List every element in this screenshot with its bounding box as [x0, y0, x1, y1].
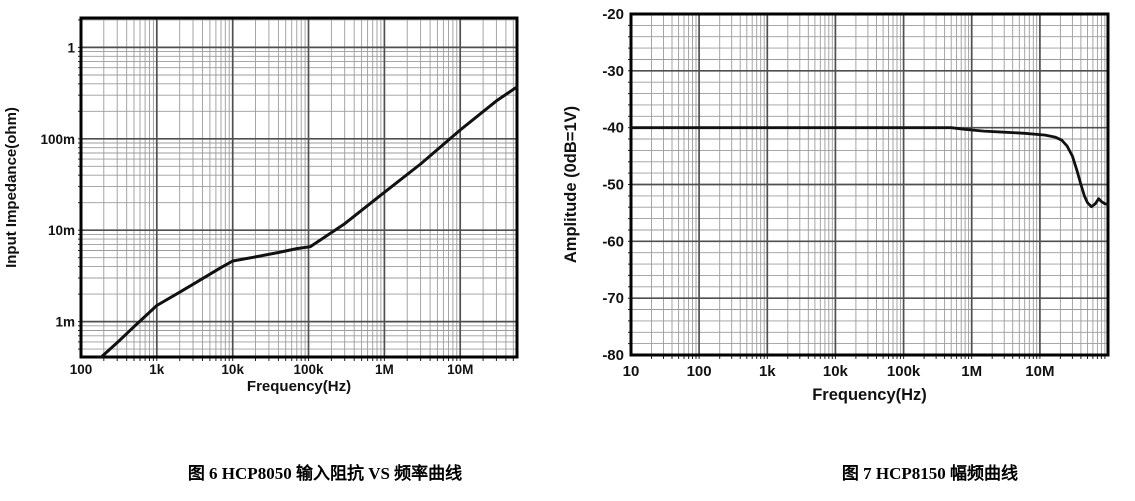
- x-tick-label: 1k: [149, 362, 165, 377]
- x-axis-title: Frequency(Hz): [247, 378, 351, 395]
- x-tick-label: 100k: [887, 363, 921, 380]
- x-tick-label: 10k: [221, 362, 244, 377]
- x-tick-label: 10M: [1025, 363, 1054, 380]
- x-tick-label: 100: [687, 363, 712, 380]
- x-tick-label: 1k: [759, 363, 776, 380]
- y-tick-label: 1: [67, 40, 75, 55]
- grid: [81, 18, 517, 357]
- x-tick-label: 10k: [823, 363, 849, 380]
- y-tick-label: -50: [602, 177, 624, 194]
- impedance-vs-frequency-chart: 100 1k 10k 100k 1M 10M 1 100m 10m 1m Frequency(Hz)…: [3, 16, 519, 395]
- plot-border: [79, 16, 519, 359]
- amplitude_db-curve: [629, 126, 1110, 209]
- x-tick-label: 100: [70, 362, 93, 377]
- x-tick-label: 1M: [375, 362, 394, 377]
- x-tick-label: 10: [623, 363, 640, 380]
- y-tick-label: 10m: [48, 223, 75, 238]
- axis-tick-marks: [78, 19, 514, 361]
- y-axis-title: Input Impedance(ohm): [3, 107, 20, 268]
- y-tick-label: -40: [602, 120, 624, 137]
- y-tick-label: -80: [602, 347, 624, 364]
- figure7-caption: 图 7 HCP8150 幅频曲线: [841, 464, 1019, 483]
- y-tick-label: -20: [602, 6, 624, 23]
- y-tick-label: -60: [602, 233, 624, 250]
- x-axis-title: Frequency(Hz): [812, 386, 927, 404]
- input_impedance_ohm-curve: [99, 85, 519, 359]
- x-tick-label: 10M: [447, 362, 473, 377]
- y-tick-label: -70: [602, 290, 624, 307]
- y-axis-title: Amplitude (0dB=1V): [562, 106, 580, 263]
- y-tick-label: -30: [602, 63, 624, 80]
- x-tick-label: 100k: [293, 362, 324, 377]
- plot-border: [629, 12, 1110, 357]
- figure6-caption: 图 6 HCP8050 输入阻抗 VS 频率曲线: [187, 464, 463, 483]
- y-tick-label: 1m: [55, 315, 75, 330]
- x-tick-label: 1M: [961, 363, 982, 380]
- grid: [631, 14, 1108, 355]
- amplitude-vs-frequency-chart: 10 100 1k 10k 100k 1M 10M -20 -30 -40 -50 -60 -70 -80…: [562, 6, 1110, 404]
- y-tick-label: 100m: [40, 132, 75, 147]
